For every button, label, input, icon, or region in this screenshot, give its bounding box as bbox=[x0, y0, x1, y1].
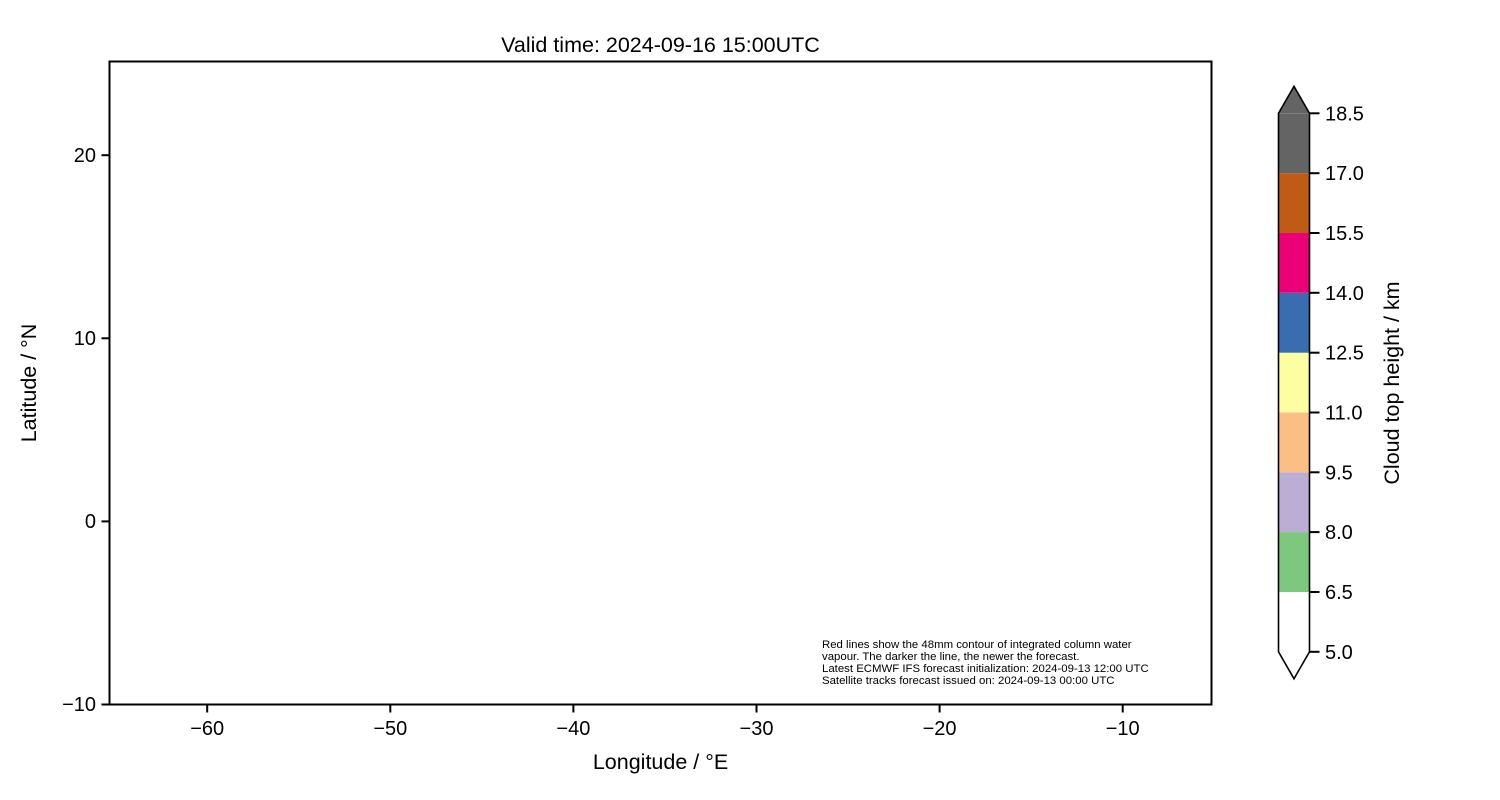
svg-text:6.5: 6.5 bbox=[1325, 582, 1353, 604]
svg-text:Red lines show the 48mm contou: Red lines show the 48mm contour of integ… bbox=[822, 639, 1132, 651]
svg-text:12.5: 12.5 bbox=[1325, 343, 1364, 365]
svg-text:vapour. The darker the line, t: vapour. The darker the line, the newer t… bbox=[822, 651, 1080, 663]
svg-text:Latitude / °N: Latitude / °N bbox=[17, 324, 41, 443]
svg-text:−50: −50 bbox=[373, 718, 407, 740]
svg-text:9.5: 9.5 bbox=[1325, 462, 1353, 484]
svg-text:5.0: 5.0 bbox=[1325, 642, 1353, 664]
svg-text:15.5: 15.5 bbox=[1325, 223, 1364, 245]
svg-text:Satellite tracks forecast issu: Satellite tracks forecast issued on: 202… bbox=[822, 675, 1115, 687]
svg-text:17.0: 17.0 bbox=[1325, 163, 1364, 185]
svg-text:10: 10 bbox=[74, 328, 96, 350]
svg-text:−30: −30 bbox=[740, 718, 774, 740]
svg-text:Valid time: 2024-09-16 15:00UT: Valid time: 2024-09-16 15:00UTC bbox=[501, 33, 820, 57]
svg-text:8.0: 8.0 bbox=[1325, 522, 1353, 544]
svg-text:Latest ECMWF IFS forecast init: Latest ECMWF IFS forecast initialization… bbox=[822, 663, 1149, 675]
svg-text:−40: −40 bbox=[556, 718, 590, 740]
svg-text:0: 0 bbox=[85, 511, 96, 533]
svg-text:Cloud top height / km: Cloud top height / km bbox=[1380, 281, 1404, 484]
svg-text:14.0: 14.0 bbox=[1325, 283, 1364, 305]
svg-text:20: 20 bbox=[74, 145, 96, 167]
svg-text:−60: −60 bbox=[190, 718, 224, 740]
svg-text:Longitude / °E: Longitude / °E bbox=[593, 750, 728, 774]
svg-text:−10: −10 bbox=[62, 694, 96, 716]
svg-text:11.0: 11.0 bbox=[1325, 403, 1362, 425]
svg-text:18.5: 18.5 bbox=[1325, 103, 1364, 125]
svg-text:−10: −10 bbox=[1106, 718, 1140, 740]
svg-text:−20: −20 bbox=[923, 718, 957, 740]
